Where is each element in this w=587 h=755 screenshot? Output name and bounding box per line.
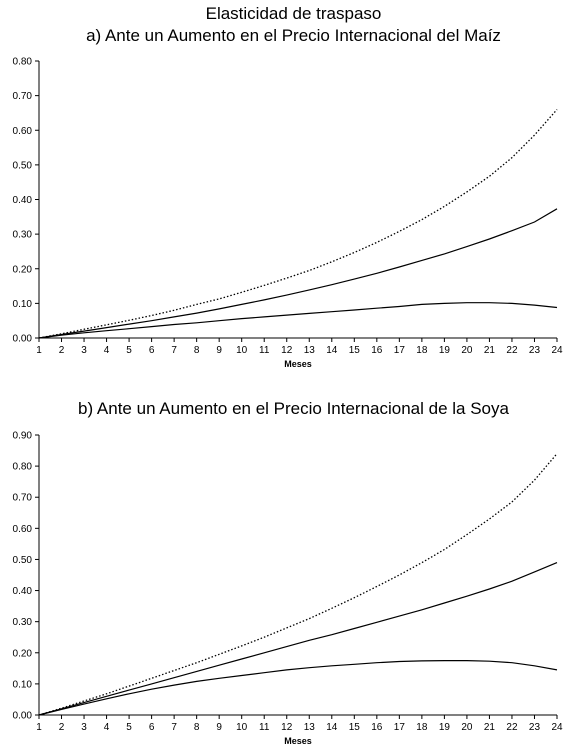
x-tick-label: 10 bbox=[236, 345, 248, 356]
x-tick-label: 21 bbox=[484, 345, 496, 356]
y-tick-label: 0.60 bbox=[13, 126, 33, 137]
y-tick-label: 0.70 bbox=[13, 493, 33, 504]
y-tick-label: 0.10 bbox=[13, 299, 33, 310]
y-tick-label: 0.50 bbox=[13, 555, 33, 566]
y-tick-label: 0.50 bbox=[13, 160, 33, 171]
y-tick-label: 0.70 bbox=[13, 91, 33, 102]
x-tick-label: 22 bbox=[506, 722, 518, 733]
chart-b: 0.00 0.10 0.20 0.30 0.40 0.50 0.60 0.70 0.80 0.90… bbox=[13, 431, 563, 747]
x-tick-label: 8 bbox=[194, 345, 200, 356]
x-tick-label: 15 bbox=[349, 345, 361, 356]
series-line-1 bbox=[38, 208, 558, 339]
upper-band-line-0 bbox=[38, 109, 558, 339]
x-tick-label: 14 bbox=[326, 345, 338, 356]
x-tick-label: 18 bbox=[416, 345, 428, 356]
y-tick-label: 0.10 bbox=[13, 679, 33, 690]
x-tick-label: 13 bbox=[304, 722, 316, 733]
x-tick-label: 11 bbox=[259, 722, 270, 733]
x-tick-label: 7 bbox=[171, 345, 177, 356]
y-tick-label: 0.90 bbox=[13, 431, 33, 442]
y-tick-label: 0.40 bbox=[13, 195, 33, 206]
x-tick-label: 12 bbox=[281, 722, 293, 733]
x-tick-label: 17 bbox=[394, 345, 406, 356]
x-tick-label: 12 bbox=[281, 345, 293, 356]
y-tick-label: 0.00 bbox=[13, 334, 33, 345]
x-tick-label: 5 bbox=[126, 345, 132, 356]
x-axis-label: Meses bbox=[284, 359, 312, 369]
x-tick-label: 3 bbox=[81, 722, 87, 733]
x-tick-label: 4 bbox=[104, 345, 110, 356]
x-axis-label: Meses bbox=[284, 736, 312, 746]
x-tick-label: 10 bbox=[236, 722, 248, 733]
upper-band-line-0 bbox=[38, 453, 558, 716]
x-tick-label: 19 bbox=[439, 722, 451, 733]
x-tick-label: 14 bbox=[326, 722, 338, 733]
series-line-2 bbox=[38, 302, 558, 339]
x-tick-label: 24 bbox=[551, 722, 563, 733]
x-tick-label: 4 bbox=[104, 722, 110, 733]
chart-b-title: b) Ante un Aumento en el Precio Internac… bbox=[78, 399, 509, 418]
y-tick-label: 0.00 bbox=[13, 711, 33, 722]
x-tick-label: 2 bbox=[59, 722, 65, 733]
series-line-1 bbox=[38, 562, 558, 716]
x-tick-label: 16 bbox=[371, 722, 383, 733]
x-tick-label: 13 bbox=[304, 345, 316, 356]
figure-title: Elasticidad de traspaso bbox=[205, 4, 382, 23]
x-tick-label: 1 bbox=[36, 345, 42, 356]
x-tick-label: 23 bbox=[529, 345, 541, 356]
x-tick-label: 7 bbox=[171, 722, 177, 733]
y-tick-label: 0.40 bbox=[13, 586, 33, 597]
y-tick-label: 0.30 bbox=[13, 230, 33, 241]
x-tick-label: 6 bbox=[149, 345, 155, 356]
x-tick-label: 19 bbox=[439, 345, 451, 356]
x-tick-label: 15 bbox=[349, 722, 361, 733]
x-tick-label: 11 bbox=[259, 345, 270, 356]
y-tick-label: 0.80 bbox=[13, 57, 33, 68]
x-tick-label: 17 bbox=[394, 722, 406, 733]
y-tick-label: 0.20 bbox=[13, 264, 33, 275]
y-tick-label: 0.20 bbox=[13, 648, 33, 659]
chart-a: 0.000.100.200.300.400.500.600.700.801 2 3 4… bbox=[13, 57, 563, 370]
x-tick-label: 21 bbox=[484, 722, 496, 733]
x-tick-label: 9 bbox=[216, 345, 222, 356]
y-tick-label: 0.60 bbox=[13, 524, 33, 535]
x-tick-label: 16 bbox=[371, 345, 383, 356]
series-line-2 bbox=[38, 660, 558, 716]
x-tick-label: 1 bbox=[36, 722, 42, 733]
x-tick-label: 9 bbox=[216, 722, 222, 733]
x-tick-label: 2 bbox=[59, 345, 65, 356]
x-tick-label: 5 bbox=[126, 722, 132, 733]
x-tick-label: 18 bbox=[416, 722, 428, 733]
x-tick-label: 22 bbox=[506, 345, 518, 356]
x-tick-label: 3 bbox=[81, 345, 87, 356]
x-tick-label: 20 bbox=[461, 345, 473, 356]
x-tick-label: 8 bbox=[194, 722, 200, 733]
y-tick-label: 0.30 bbox=[13, 617, 33, 628]
x-tick-label: 6 bbox=[149, 722, 155, 733]
x-tick-label: 23 bbox=[529, 722, 541, 733]
y-tick-label: 0.80 bbox=[13, 462, 33, 473]
x-tick-label: 20 bbox=[461, 722, 473, 733]
chart-a-title: a) Ante un Aumento en el Precio Internac… bbox=[86, 26, 501, 45]
x-tick-label: 24 bbox=[551, 345, 563, 356]
